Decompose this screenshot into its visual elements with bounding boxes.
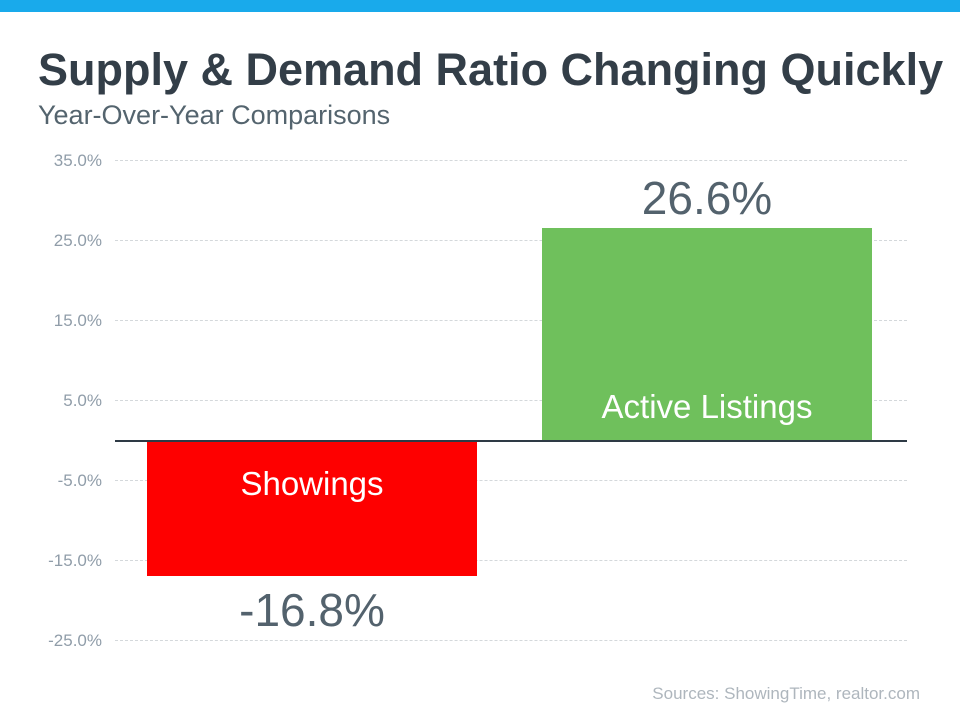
y-axis-tick-label: 15.0% bbox=[53, 311, 102, 330]
gridline bbox=[115, 160, 907, 161]
y-axis-tick-label: 35.0% bbox=[53, 151, 102, 170]
y-axis-tick-label: 25.0% bbox=[53, 231, 102, 250]
top-accent-bar bbox=[0, 0, 960, 12]
bar-category-label: Showings bbox=[240, 465, 384, 502]
gridline bbox=[115, 320, 907, 321]
bar-value-label: -16.8% bbox=[239, 584, 385, 637]
gridline bbox=[115, 560, 907, 561]
y-axis-tick-label: -15.0% bbox=[48, 551, 102, 570]
gridline bbox=[115, 480, 907, 481]
bar-showings: Showings bbox=[147, 442, 477, 577]
bar-category-label: Active Listings bbox=[601, 387, 813, 425]
bar-active-listings: Active Listings bbox=[542, 228, 872, 441]
chart-title: Supply & Demand Ratio Changing Quickly bbox=[38, 44, 944, 95]
chart-subtitle: Year-Over-Year Comparisons bbox=[38, 100, 391, 130]
gridline bbox=[115, 400, 907, 401]
zero-axis-line bbox=[115, 440, 907, 442]
bar-value-label: 26.6% bbox=[641, 172, 773, 225]
gridline bbox=[115, 640, 907, 641]
gridline bbox=[115, 240, 907, 241]
sources-note: Sources: ShowingTime, realtor.com bbox=[652, 684, 920, 703]
y-axis-tick-label: -5.0% bbox=[57, 471, 102, 490]
y-axis-tick-label: -25.0% bbox=[48, 631, 102, 650]
y-axis-tick-label: 5.0% bbox=[63, 391, 102, 410]
